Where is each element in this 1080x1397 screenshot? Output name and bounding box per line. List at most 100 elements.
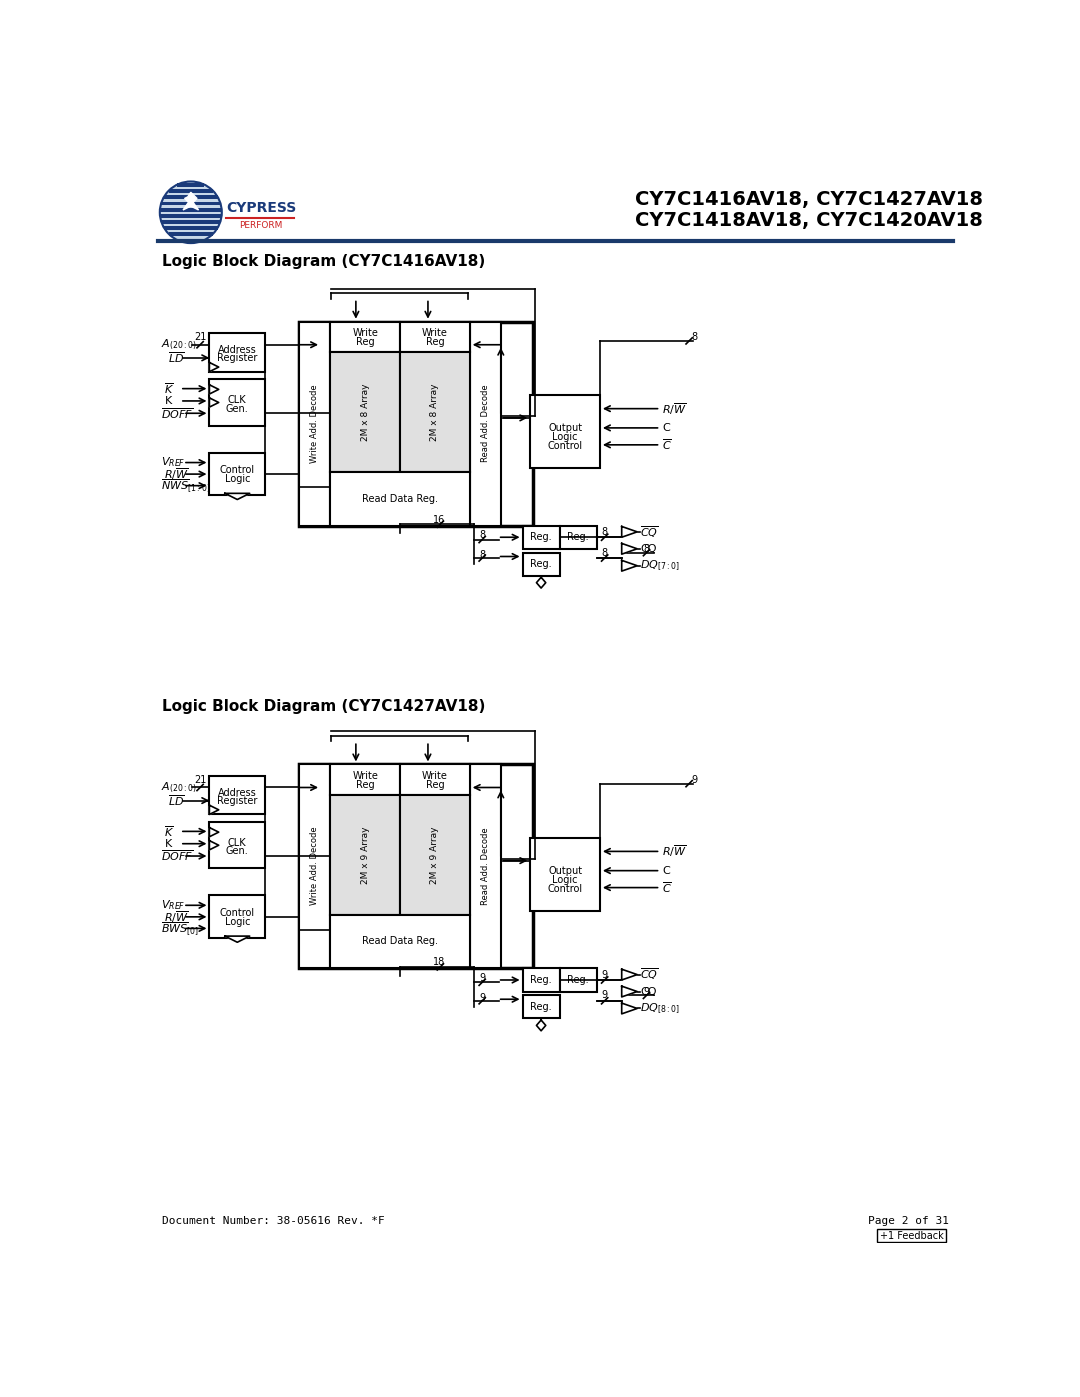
Text: $V_{REF}$: $V_{REF}$	[161, 455, 185, 469]
Text: Logic: Logic	[552, 432, 578, 441]
Text: CLK: CLK	[228, 395, 246, 405]
Polygon shape	[225, 493, 249, 500]
Bar	[299, 321, 330, 525]
Text: $R/\overline{W}$: $R/\overline{W}$	[164, 909, 189, 925]
Text: $\overline{C}$: $\overline{C}$	[662, 880, 672, 895]
Bar	[160, 208, 221, 211]
Polygon shape	[225, 936, 249, 942]
Text: CQ: CQ	[640, 543, 657, 553]
Text: $\overline{K}$: $\overline{K}$	[164, 381, 175, 395]
Bar	[877, 1229, 946, 1242]
Bar	[470, 321, 501, 525]
Bar	[161, 201, 220, 205]
Text: 21: 21	[194, 332, 206, 342]
Text: CQ: CQ	[640, 986, 657, 996]
Text: Read Add. Decode: Read Add. Decode	[481, 827, 490, 905]
Text: Logic: Logic	[552, 875, 578, 884]
Text: 9: 9	[480, 972, 485, 982]
Text: 8: 8	[602, 548, 608, 557]
Polygon shape	[622, 527, 637, 538]
Bar	[177, 183, 204, 187]
Text: 9: 9	[644, 986, 649, 996]
Text: K: K	[164, 838, 172, 849]
Text: Reg.: Reg.	[530, 975, 552, 985]
Bar	[164, 196, 218, 200]
Text: Register: Register	[217, 795, 257, 806]
Text: C: C	[662, 866, 670, 876]
Text: 8: 8	[644, 543, 649, 553]
Text: 2M x 9 Array: 2M x 9 Array	[361, 827, 369, 884]
Text: $\overline{CQ}$: $\overline{CQ}$	[640, 967, 659, 982]
Text: Address: Address	[218, 788, 257, 798]
Text: Logic: Logic	[225, 475, 251, 485]
Text: $\overline{K}$: $\overline{K}$	[164, 824, 175, 838]
Text: 9: 9	[602, 990, 608, 1000]
Text: $R/\overline{W}$: $R/\overline{W}$	[164, 467, 189, 482]
Text: $\overline{C}$: $\overline{C}$	[662, 437, 672, 453]
Text: Reg: Reg	[426, 338, 444, 348]
Text: Document Number: 38-05616 Rev. *F: Document Number: 38-05616 Rev. *F	[162, 1215, 384, 1227]
Text: Write: Write	[352, 328, 378, 338]
Polygon shape	[622, 970, 637, 979]
Text: $A_{(20:0)}$: $A_{(20:0)}$	[161, 781, 197, 795]
Bar	[330, 472, 470, 525]
Polygon shape	[183, 193, 199, 210]
Text: $\overline{LD}$: $\overline{LD}$	[168, 351, 185, 365]
Bar	[523, 968, 559, 992]
Bar	[210, 775, 266, 814]
Text: Logic Block Diagram (CY7C1427AV18): Logic Block Diagram (CY7C1427AV18)	[162, 698, 486, 714]
Text: Logic: Logic	[225, 918, 251, 928]
Bar	[210, 823, 266, 869]
Text: Write: Write	[352, 771, 378, 781]
Text: 2M x 9 Array: 2M x 9 Array	[431, 827, 440, 884]
Text: CLK: CLK	[228, 838, 246, 848]
Bar	[299, 321, 534, 525]
Text: Read Add. Decode: Read Add. Decode	[481, 384, 490, 462]
Text: $R/\overline{W}$: $R/\overline{W}$	[662, 401, 687, 416]
Text: Reg.: Reg.	[530, 1002, 552, 1011]
Bar	[400, 321, 470, 352]
Text: Output: Output	[548, 866, 582, 876]
Text: $\overline{DOFF}$: $\overline{DOFF}$	[161, 849, 193, 863]
Text: Reg: Reg	[356, 338, 375, 348]
Bar	[470, 764, 501, 968]
Text: Page 2 of 31: Page 2 of 31	[867, 1215, 948, 1227]
Text: Read Data Reg.: Read Data Reg.	[362, 936, 438, 947]
Text: 9: 9	[480, 993, 485, 1003]
Bar	[210, 334, 266, 372]
Text: Control: Control	[548, 884, 583, 894]
Polygon shape	[210, 362, 218, 372]
Text: Write Add. Decode: Write Add. Decode	[310, 384, 320, 462]
Text: 9: 9	[691, 775, 698, 785]
Bar	[400, 764, 470, 795]
Text: $\overline{CQ}$: $\overline{CQ}$	[640, 524, 659, 539]
Bar	[168, 232, 213, 236]
Polygon shape	[210, 827, 218, 837]
Polygon shape	[622, 1003, 637, 1014]
Text: PERFORM: PERFORM	[240, 221, 283, 231]
Bar	[523, 553, 559, 576]
Bar	[559, 525, 597, 549]
Text: Write: Write	[422, 771, 448, 781]
Text: 18: 18	[433, 957, 446, 967]
Text: Reg: Reg	[356, 780, 375, 791]
Text: Read Data Reg.: Read Data Reg.	[362, 493, 438, 504]
Text: 16: 16	[433, 514, 446, 524]
Text: Logic Block Diagram (CY7C1416AV18): Logic Block Diagram (CY7C1416AV18)	[162, 254, 485, 270]
Text: Address: Address	[218, 345, 257, 355]
Polygon shape	[210, 384, 218, 394]
Bar	[330, 352, 400, 472]
Bar	[400, 795, 470, 915]
Circle shape	[160, 182, 221, 243]
Bar	[161, 219, 220, 224]
Bar	[330, 321, 400, 352]
Text: Reg.: Reg.	[567, 532, 589, 542]
Bar	[330, 764, 400, 795]
Text: Register: Register	[217, 353, 257, 363]
Text: 21: 21	[194, 775, 206, 785]
Bar	[530, 838, 600, 911]
Text: +1 Feedback: +1 Feedback	[880, 1231, 944, 1242]
Text: Gen.: Gen.	[226, 404, 248, 414]
Text: Reg: Reg	[426, 780, 444, 791]
Bar	[330, 915, 470, 968]
